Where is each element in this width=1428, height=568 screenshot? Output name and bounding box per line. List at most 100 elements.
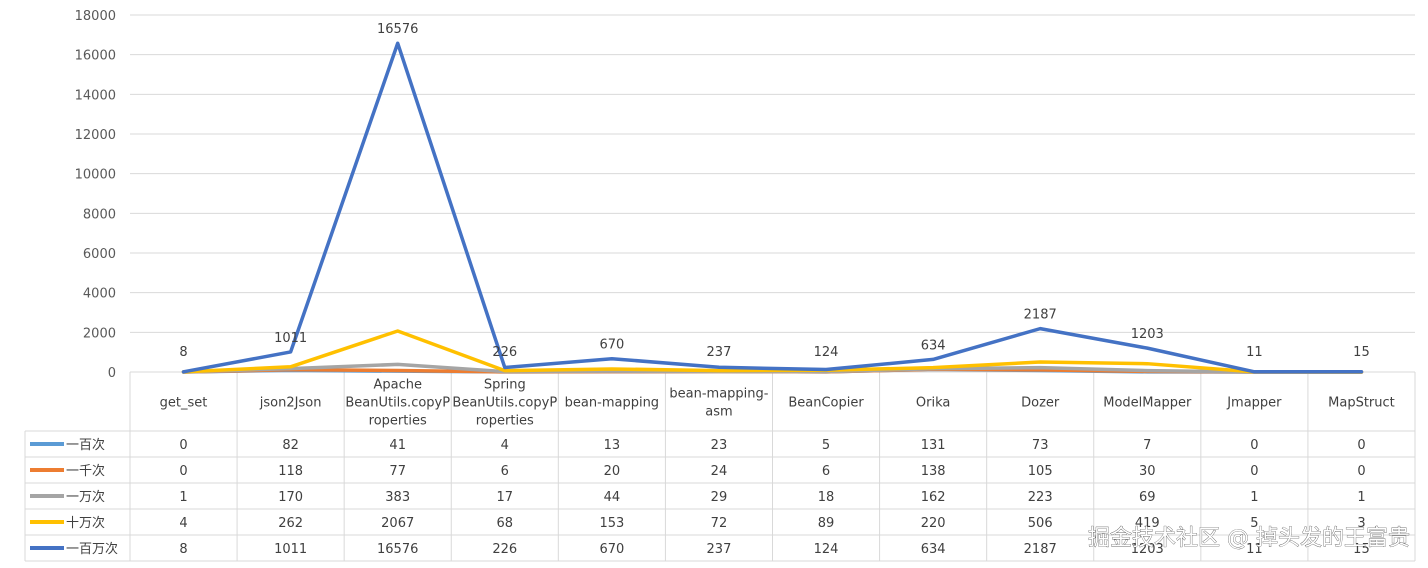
table-cell: 634 [921, 542, 946, 557]
table-cell: 89 [818, 516, 835, 531]
y-tick-label: 4000 [83, 287, 116, 302]
table-cell: 419 [1135, 516, 1160, 531]
table-cell: 18 [818, 490, 835, 505]
table-cell: 262 [278, 516, 303, 531]
table-cell: 1203 [1131, 542, 1164, 557]
data-label: 16576 [377, 22, 418, 37]
category-label-line: ModelMapper [1103, 396, 1192, 411]
table-cell: 0 [179, 464, 187, 479]
legend-label: 一百次 [66, 437, 105, 453]
table-cell: 1 [179, 490, 187, 505]
table-cell: 220 [921, 516, 946, 531]
category-label-line: get_set [160, 396, 208, 411]
table-cell: 5 [822, 438, 830, 453]
table-cell: 153 [599, 516, 624, 531]
table-cell: 506 [1028, 516, 1053, 531]
data-label: 670 [599, 338, 624, 353]
category-label: Dozer [1021, 396, 1060, 411]
category-label-line: BeanCopier [788, 396, 864, 411]
table-cell: 8 [179, 542, 187, 557]
series-line [181, 329, 1364, 374]
table-cell: 23 [711, 438, 728, 453]
category-label: json2Json [259, 396, 322, 411]
table-cell: 24 [711, 464, 728, 479]
table-cell: 0 [1357, 464, 1365, 479]
y-tick-label: 8000 [83, 207, 116, 222]
data-label: 1203 [1131, 327, 1164, 342]
table-cell: 29 [711, 490, 728, 505]
category-label: ModelMapper [1103, 396, 1192, 411]
category-label-line: json2Json [259, 396, 322, 411]
table-cell: 82 [282, 438, 299, 453]
y-tick-label: 16000 [75, 49, 116, 64]
table-cell: 7 [1143, 438, 1151, 453]
series-line [181, 41, 1364, 374]
table-cell: 1 [1250, 490, 1258, 505]
table-cell: 69 [1139, 490, 1156, 505]
category-label-line: bean-mapping [565, 396, 659, 411]
table-cell: 0 [179, 438, 187, 453]
table-cell: 20 [604, 464, 621, 479]
category-label: get_set [160, 396, 208, 411]
category-label-line: Apache [373, 378, 422, 393]
table-cell: 223 [1028, 490, 1053, 505]
table-cell: 6 [501, 464, 509, 479]
table-cell: 226 [492, 542, 517, 557]
category-label: Spring BeanUtils.copyP roperties [452, 378, 557, 429]
data-label: 124 [814, 345, 839, 360]
y-tick-label: 10000 [75, 168, 116, 183]
category-label-line: Dozer [1021, 396, 1060, 411]
table-cell: 2067 [381, 516, 414, 531]
table-cell: 13 [604, 438, 621, 453]
y-tick-label: 6000 [83, 247, 116, 262]
table-cell: 170 [278, 490, 303, 505]
table-cell: 72 [711, 516, 728, 531]
y-tick-label: 2000 [83, 326, 116, 341]
watermark-text: 掘金技术社区 @ 掉头发的王富贵 [1088, 526, 1410, 551]
table-cell: 68 [497, 516, 514, 531]
table-cell: 30 [1139, 464, 1156, 479]
table-cell: 383 [385, 490, 410, 505]
data-label: 2187 [1024, 308, 1057, 323]
table-cell: 2187 [1024, 542, 1057, 557]
table-cell: 11 [1246, 542, 1263, 557]
data-label: 226 [492, 345, 517, 360]
y-axis-ticks: 0 2000 4000 6000 8000 10000 12000 14000 16000 180… [75, 9, 116, 381]
legend-label: 一千次 [66, 463, 105, 479]
category-label: MapStruct [1328, 396, 1395, 411]
table-cell: 0 [1250, 438, 1258, 453]
data-label: 1011 [274, 331, 307, 346]
category-label: Apache BeanUtils.copyP roperties [345, 378, 450, 429]
table-cell: 162 [921, 490, 946, 505]
table-cell: 4 [501, 438, 509, 453]
table-cell: 3 [1357, 516, 1365, 531]
table-cell: 0 [1357, 438, 1365, 453]
category-label: bean-mapping [565, 396, 659, 411]
category-label-line: roperties [476, 414, 534, 429]
table-cell: 4 [179, 516, 187, 531]
data-label: 15 [1353, 345, 1370, 360]
series-lines [181, 41, 1364, 374]
data-table: get_set json2Json Apache BeanUtils.copyP rop… [24, 372, 1416, 562]
category-label-line: Spring [484, 378, 526, 393]
table-cell: 16576 [377, 542, 418, 557]
category-label-line: Jmapper [1226, 396, 1282, 411]
data-labels: 8 1011 16576 226 670 237 124 634 2187 1203 11 15 [179, 22, 1369, 360]
category-label-line: roperties [369, 414, 427, 429]
y-tick-label: 14000 [75, 88, 116, 103]
data-label: 8 [179, 345, 187, 360]
category-label: BeanCopier [788, 396, 864, 411]
table-cell: 237 [707, 542, 732, 557]
data-label: 237 [707, 345, 732, 360]
table-cell: 138 [921, 464, 946, 479]
table-cell: 124 [814, 542, 839, 557]
category-label-line: BeanUtils.copyP [452, 396, 557, 411]
table-cell: 77 [389, 464, 406, 479]
table-cell: 670 [599, 542, 624, 557]
table-cell: 15 [1353, 542, 1370, 557]
legend-label: 一万次 [66, 489, 105, 505]
table-cell: 5 [1250, 516, 1258, 531]
category-label-line: Orika [916, 396, 950, 411]
category-label: Orika [916, 396, 950, 411]
